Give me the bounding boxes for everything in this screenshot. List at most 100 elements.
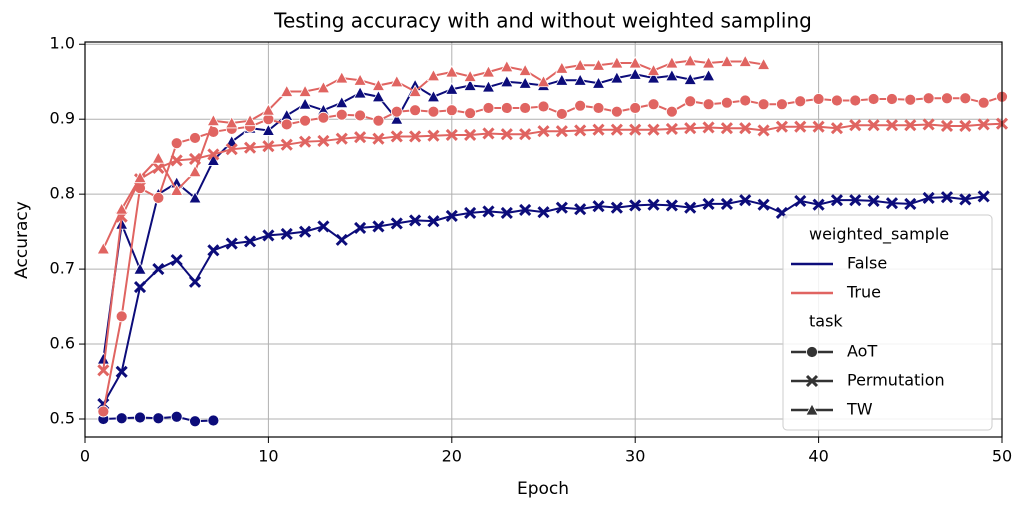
- point: [207, 244, 220, 257]
- point: [977, 118, 990, 131]
- series-line: [102, 73, 709, 360]
- point: [775, 120, 788, 133]
- point: [537, 206, 550, 219]
- point: [280, 84, 294, 97]
- x-axis-label: Epoch: [517, 479, 569, 499]
- point: [427, 215, 440, 228]
- point: [629, 123, 642, 136]
- legend-label: TW: [846, 400, 873, 419]
- point: [647, 98, 660, 111]
- point: [426, 68, 441, 82]
- point: [298, 84, 312, 97]
- point: [206, 113, 221, 127]
- point: [97, 405, 110, 418]
- point: [299, 114, 311, 127]
- point: [922, 118, 935, 131]
- point: [463, 69, 477, 82]
- point: [665, 122, 678, 136]
- point: [683, 72, 697, 85]
- point: [500, 74, 514, 88]
- point: [592, 102, 605, 114]
- point: [390, 130, 403, 143]
- point: [262, 229, 275, 242]
- legend-label: True: [846, 283, 881, 302]
- point: [591, 58, 606, 71]
- point: [757, 98, 770, 111]
- point: [445, 209, 458, 222]
- point: [482, 205, 495, 218]
- point: [280, 138, 293, 151]
- point: [481, 65, 496, 78]
- x-tick-label: 10: [258, 447, 278, 466]
- point: [665, 68, 679, 82]
- point: [849, 119, 862, 132]
- point: [573, 73, 587, 86]
- point: [152, 192, 165, 204]
- point: [665, 56, 679, 69]
- point: [701, 56, 716, 69]
- point: [335, 108, 348, 121]
- point: [170, 154, 183, 167]
- point: [977, 190, 990, 203]
- point: [684, 201, 697, 214]
- point: [959, 92, 972, 105]
- point: [243, 235, 257, 248]
- point: [243, 113, 257, 127]
- point: [426, 89, 441, 103]
- point: [115, 365, 128, 378]
- point: [959, 119, 972, 133]
- point: [206, 153, 221, 166]
- x-tick-label: 0: [80, 447, 90, 466]
- point: [702, 98, 715, 111]
- point: [555, 125, 568, 138]
- legend-title: weighted_sample: [809, 225, 949, 245]
- point: [463, 78, 477, 91]
- point: [225, 134, 239, 148]
- point: [720, 122, 733, 135]
- point: [408, 84, 422, 97]
- series-line: [102, 122, 1003, 371]
- point: [188, 275, 202, 288]
- point: [573, 58, 587, 71]
- point: [701, 68, 716, 82]
- point: [519, 128, 532, 141]
- point: [739, 122, 752, 135]
- point: [261, 103, 276, 116]
- point: [316, 80, 331, 94]
- point: [519, 102, 532, 114]
- y-tick-label: 0.6: [50, 334, 75, 353]
- point: [464, 206, 477, 219]
- point: [390, 112, 404, 125]
- point: [830, 194, 844, 207]
- point: [317, 111, 330, 124]
- point: [372, 132, 385, 145]
- y-axis-label: Accuracy: [12, 201, 32, 279]
- point: [867, 93, 880, 105]
- point: [867, 119, 880, 132]
- point: [940, 191, 954, 204]
- point: [445, 128, 458, 142]
- point: [739, 194, 752, 207]
- point: [409, 214, 422, 227]
- point: [574, 99, 587, 112]
- point: [885, 197, 899, 210]
- legend-box: [782, 214, 993, 431]
- chart-title: Testing accuracy with and without weight…: [273, 9, 812, 33]
- point: [665, 199, 678, 212]
- point: [702, 197, 715, 210]
- point: [610, 71, 624, 84]
- point: [189, 132, 201, 144]
- point: [849, 194, 862, 207]
- x-tick-label: 20: [442, 447, 462, 466]
- point: [739, 94, 752, 107]
- point: [720, 197, 733, 210]
- point: [115, 310, 128, 323]
- point: [170, 254, 183, 267]
- point: [262, 140, 275, 153]
- point: [610, 105, 623, 118]
- point: [427, 129, 440, 142]
- point: [445, 82, 459, 95]
- point: [646, 63, 661, 76]
